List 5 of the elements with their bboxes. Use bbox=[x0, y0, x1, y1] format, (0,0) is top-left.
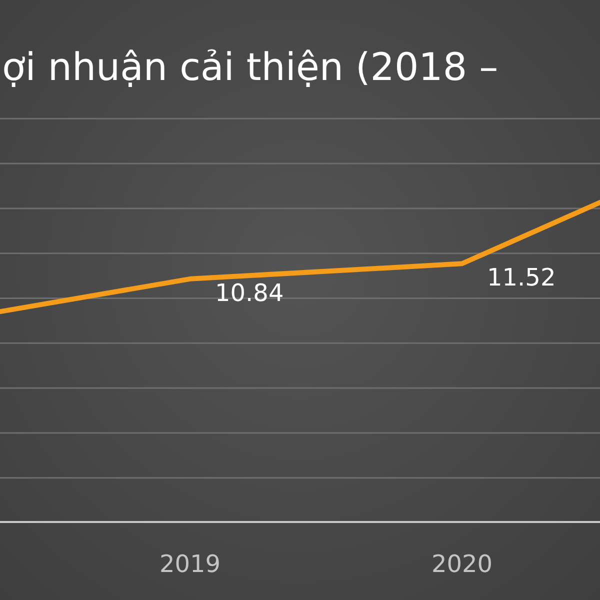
data-label: 10.84 bbox=[215, 278, 284, 307]
x-tick-label: 2019 bbox=[159, 550, 221, 578]
chart-title: ợi nhuận cải thiện (2018 – bbox=[2, 45, 498, 89]
data-label: 11.52 bbox=[487, 264, 556, 292]
x-tick-label: 2020 bbox=[431, 550, 493, 578]
